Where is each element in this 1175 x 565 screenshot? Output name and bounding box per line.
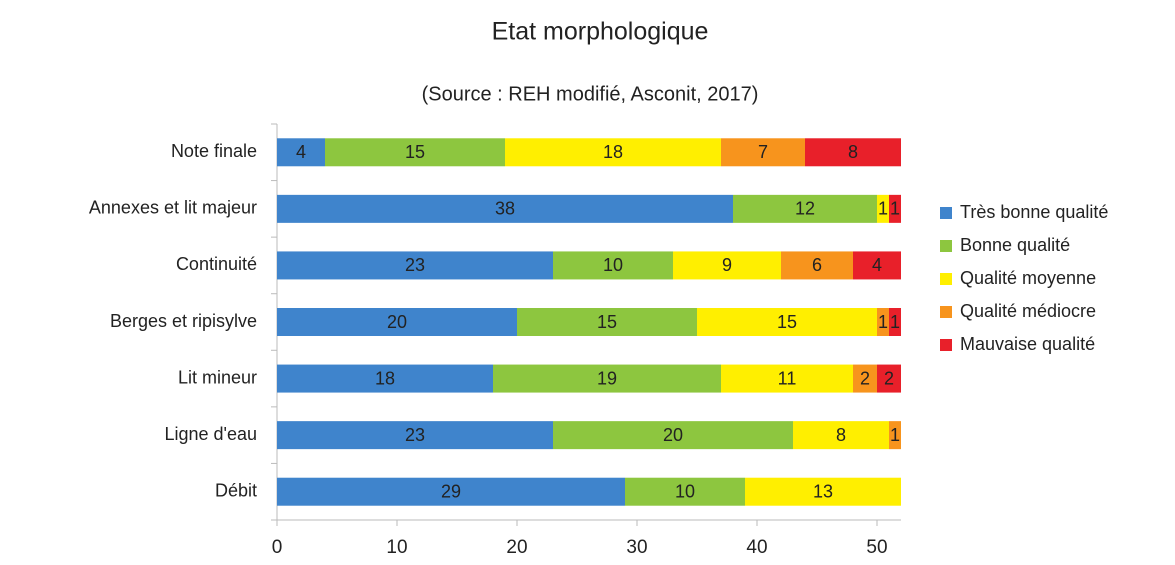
data-label: 1	[890, 199, 900, 219]
bar-segment	[877, 194, 889, 223]
data-label: 1	[878, 199, 888, 219]
data-label: 11	[778, 368, 797, 388]
y-tick-label: Annexes et lit majeur	[89, 198, 257, 218]
legend-label: Bonne qualité	[960, 235, 1070, 255]
data-label: 10	[675, 481, 695, 501]
bar-segment	[889, 308, 901, 336]
bar-segment	[721, 364, 853, 393]
bar-segment	[853, 251, 901, 280]
data-label: 15	[777, 312, 797, 332]
data-label: 4	[872, 255, 882, 275]
data-label: 2	[884, 368, 894, 388]
y-tick-label: Ligne d'eau	[164, 424, 257, 444]
bar-segment	[277, 251, 553, 280]
x-tick-label: 10	[386, 537, 407, 558]
data-label: 1	[890, 312, 900, 332]
y-tick-label: Débit	[215, 480, 257, 500]
x-tick-label: 40	[746, 537, 767, 558]
bar-segment	[877, 308, 889, 336]
y-tick-label: Continuité	[176, 254, 257, 274]
data-label: 19	[597, 368, 617, 388]
x-tick-label: 50	[866, 537, 887, 558]
legend-label: Qualité moyenne	[960, 268, 1096, 288]
data-label: 1	[890, 425, 900, 445]
data-label: 18	[603, 142, 623, 162]
bar-segment	[673, 251, 781, 280]
bar-segment	[853, 364, 877, 393]
bar-segment	[721, 138, 805, 167]
bar-segment	[505, 138, 721, 167]
bar-segment	[697, 308, 877, 336]
bar-segment	[277, 194, 733, 223]
y-tick-label: Berges et ripisylve	[110, 311, 257, 331]
bar-segment	[553, 421, 793, 450]
legend-swatch	[940, 240, 952, 252]
data-label: 23	[405, 255, 425, 275]
bar-segment	[277, 421, 553, 450]
legend-label: Mauvaise qualité	[960, 334, 1095, 354]
data-label: 8	[848, 142, 858, 162]
data-label: 2	[860, 368, 870, 388]
bar-segment	[277, 477, 625, 506]
bar-segment	[277, 364, 493, 393]
bar-segment	[517, 308, 697, 336]
bar-segment	[889, 421, 901, 450]
chart-subtitle: (Source : REH modifié, Asconit, 2017)	[422, 83, 759, 105]
bar-segment	[733, 194, 877, 223]
bar-segment	[889, 194, 901, 223]
data-label: 15	[597, 312, 617, 332]
bar-segment	[745, 477, 901, 506]
data-label: 29	[441, 481, 461, 501]
legend-label: Qualité médiocre	[960, 301, 1096, 321]
data-label: 7	[758, 142, 768, 162]
legend-swatch	[940, 339, 952, 351]
data-label: 1	[878, 312, 888, 332]
bar-segment	[781, 251, 853, 280]
y-tick-label: Lit mineur	[178, 367, 257, 387]
legend-swatch	[940, 306, 952, 318]
x-tick-label: 30	[626, 537, 647, 558]
data-label: 12	[795, 199, 815, 219]
data-label: 23	[405, 425, 425, 445]
x-tick-label: 0	[272, 537, 283, 558]
y-tick-label: Note finale	[171, 141, 257, 161]
data-label: 10	[603, 255, 623, 275]
bar-segment	[277, 138, 325, 167]
bar-segment	[553, 251, 673, 280]
bar-segment	[493, 364, 721, 393]
data-label: 8	[836, 425, 846, 445]
legend-label: Très bonne qualité	[960, 202, 1108, 222]
data-label: 15	[405, 142, 425, 162]
bar-segment	[793, 421, 889, 450]
bar-segment	[877, 364, 901, 393]
bar-segment	[625, 477, 745, 506]
data-label: 20	[663, 425, 683, 445]
bar-segment	[325, 138, 505, 167]
data-label: 9	[722, 255, 732, 275]
bar-segment	[277, 308, 517, 336]
data-label: 38	[495, 199, 515, 219]
chart-title: Etat morphologique	[492, 18, 709, 46]
bar-segment	[805, 138, 901, 167]
data-label: 20	[387, 312, 407, 332]
data-label: 13	[813, 481, 833, 501]
data-label: 6	[812, 255, 822, 275]
data-label: 18	[375, 368, 395, 388]
legend-swatch	[940, 273, 952, 285]
legend-swatch	[940, 207, 952, 219]
x-tick-label: 20	[506, 537, 527, 558]
data-label: 4	[296, 142, 306, 162]
